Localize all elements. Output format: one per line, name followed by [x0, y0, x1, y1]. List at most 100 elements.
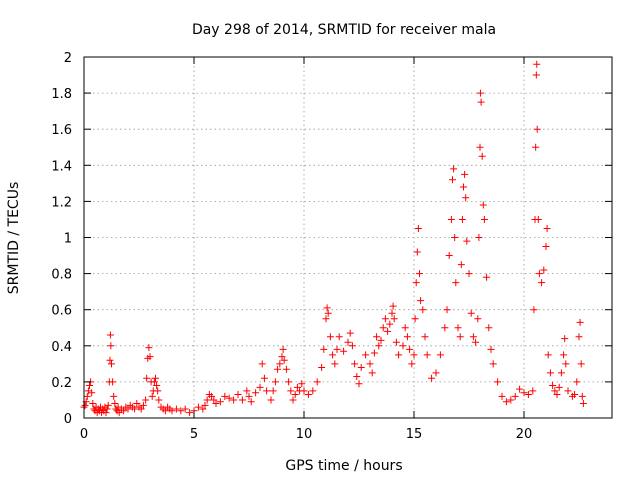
- data-point: [145, 344, 153, 352]
- data-point: [111, 400, 119, 408]
- data-point: [524, 391, 532, 399]
- data-point: [408, 360, 416, 368]
- data-point: [86, 382, 93, 390]
- data-point: [326, 333, 334, 341]
- data-point: [320, 345, 328, 353]
- data-point: [279, 345, 287, 353]
- data-point: [168, 407, 176, 415]
- grid-lines: [84, 57, 612, 418]
- data-point: [379, 324, 387, 332]
- data-point: [532, 143, 540, 151]
- data-point: [221, 392, 229, 400]
- data-point: [403, 333, 411, 341]
- data-point: [102, 409, 110, 417]
- data-point: [543, 224, 551, 232]
- data-point: [417, 297, 425, 305]
- data-point: [276, 360, 284, 368]
- data-point: [186, 409, 194, 417]
- data-point: [131, 405, 139, 413]
- data-point: [579, 400, 587, 408]
- data-point: [535, 270, 543, 278]
- data-point: [560, 351, 568, 359]
- data-point: [322, 315, 330, 323]
- data-point: [258, 360, 266, 368]
- data-point: [533, 125, 541, 133]
- data-point: [456, 333, 464, 341]
- data-point: [457, 261, 465, 269]
- data-point: [208, 392, 216, 400]
- data-point: [377, 336, 385, 344]
- data-point: [172, 405, 180, 413]
- data-point: [419, 306, 427, 314]
- data-point: [348, 342, 356, 350]
- data-point: [511, 392, 519, 400]
- data-point: [544, 351, 552, 359]
- data-point: [260, 374, 268, 382]
- data-point: [89, 400, 97, 408]
- data-point: [476, 89, 484, 97]
- data-point: [329, 351, 337, 359]
- data-point: [445, 252, 453, 260]
- data-point: [106, 331, 114, 339]
- data-point: [474, 315, 482, 323]
- data-point: [483, 273, 491, 281]
- data-point: [463, 237, 471, 245]
- data-point: [557, 369, 565, 377]
- data-point: [323, 304, 331, 312]
- x-tick-label: 5: [190, 427, 198, 442]
- data-point: [368, 369, 376, 377]
- data-point: [216, 398, 224, 406]
- data-point: [520, 389, 528, 397]
- data-point: [83, 392, 91, 400]
- x-axis-label: GPS time / hours: [285, 458, 402, 474]
- data-point: [406, 345, 414, 353]
- data-point: [577, 360, 585, 368]
- data-point: [498, 392, 506, 400]
- data-point: [546, 369, 554, 377]
- data-point: [388, 309, 396, 317]
- data-point: [88, 389, 96, 397]
- data-point: [555, 383, 563, 391]
- data-point: [447, 215, 455, 223]
- data-point: [201, 401, 209, 409]
- data-point: [355, 380, 363, 388]
- data-point: [234, 391, 242, 399]
- data-point: [351, 360, 359, 368]
- data-point: [401, 324, 409, 332]
- data-point: [107, 342, 115, 350]
- data-point: [428, 374, 436, 382]
- data-point: [331, 360, 339, 368]
- data-point: [225, 394, 233, 402]
- y-tick-label: 2: [64, 51, 72, 66]
- data-point: [238, 396, 246, 404]
- data-point: [530, 306, 538, 314]
- data-point: [390, 315, 398, 323]
- data-point: [538, 279, 546, 287]
- data-point: [280, 356, 288, 364]
- data-point: [245, 392, 253, 400]
- data-point: [476, 143, 484, 151]
- data-point: [384, 327, 392, 335]
- data-point: [243, 387, 251, 395]
- data-point: [494, 378, 502, 386]
- data-point: [153, 382, 161, 390]
- data-point: [571, 391, 579, 399]
- data-point: [210, 396, 218, 404]
- data-point: [436, 351, 444, 359]
- data-point: [386, 320, 394, 328]
- data-point: [293, 383, 301, 391]
- y-tick-label: 0.6: [51, 304, 72, 319]
- data-point: [573, 378, 581, 386]
- data-point: [449, 176, 456, 184]
- data-point: [114, 403, 122, 411]
- data-point: [104, 401, 112, 409]
- data-point: [287, 387, 295, 395]
- data-point: [274, 365, 282, 373]
- data-point: [269, 387, 277, 395]
- data-point: [289, 396, 297, 404]
- data-point: [477, 98, 485, 106]
- data-point: [549, 382, 557, 390]
- data-point: [142, 396, 150, 404]
- data-point: [489, 360, 497, 368]
- data-point: [423, 351, 431, 359]
